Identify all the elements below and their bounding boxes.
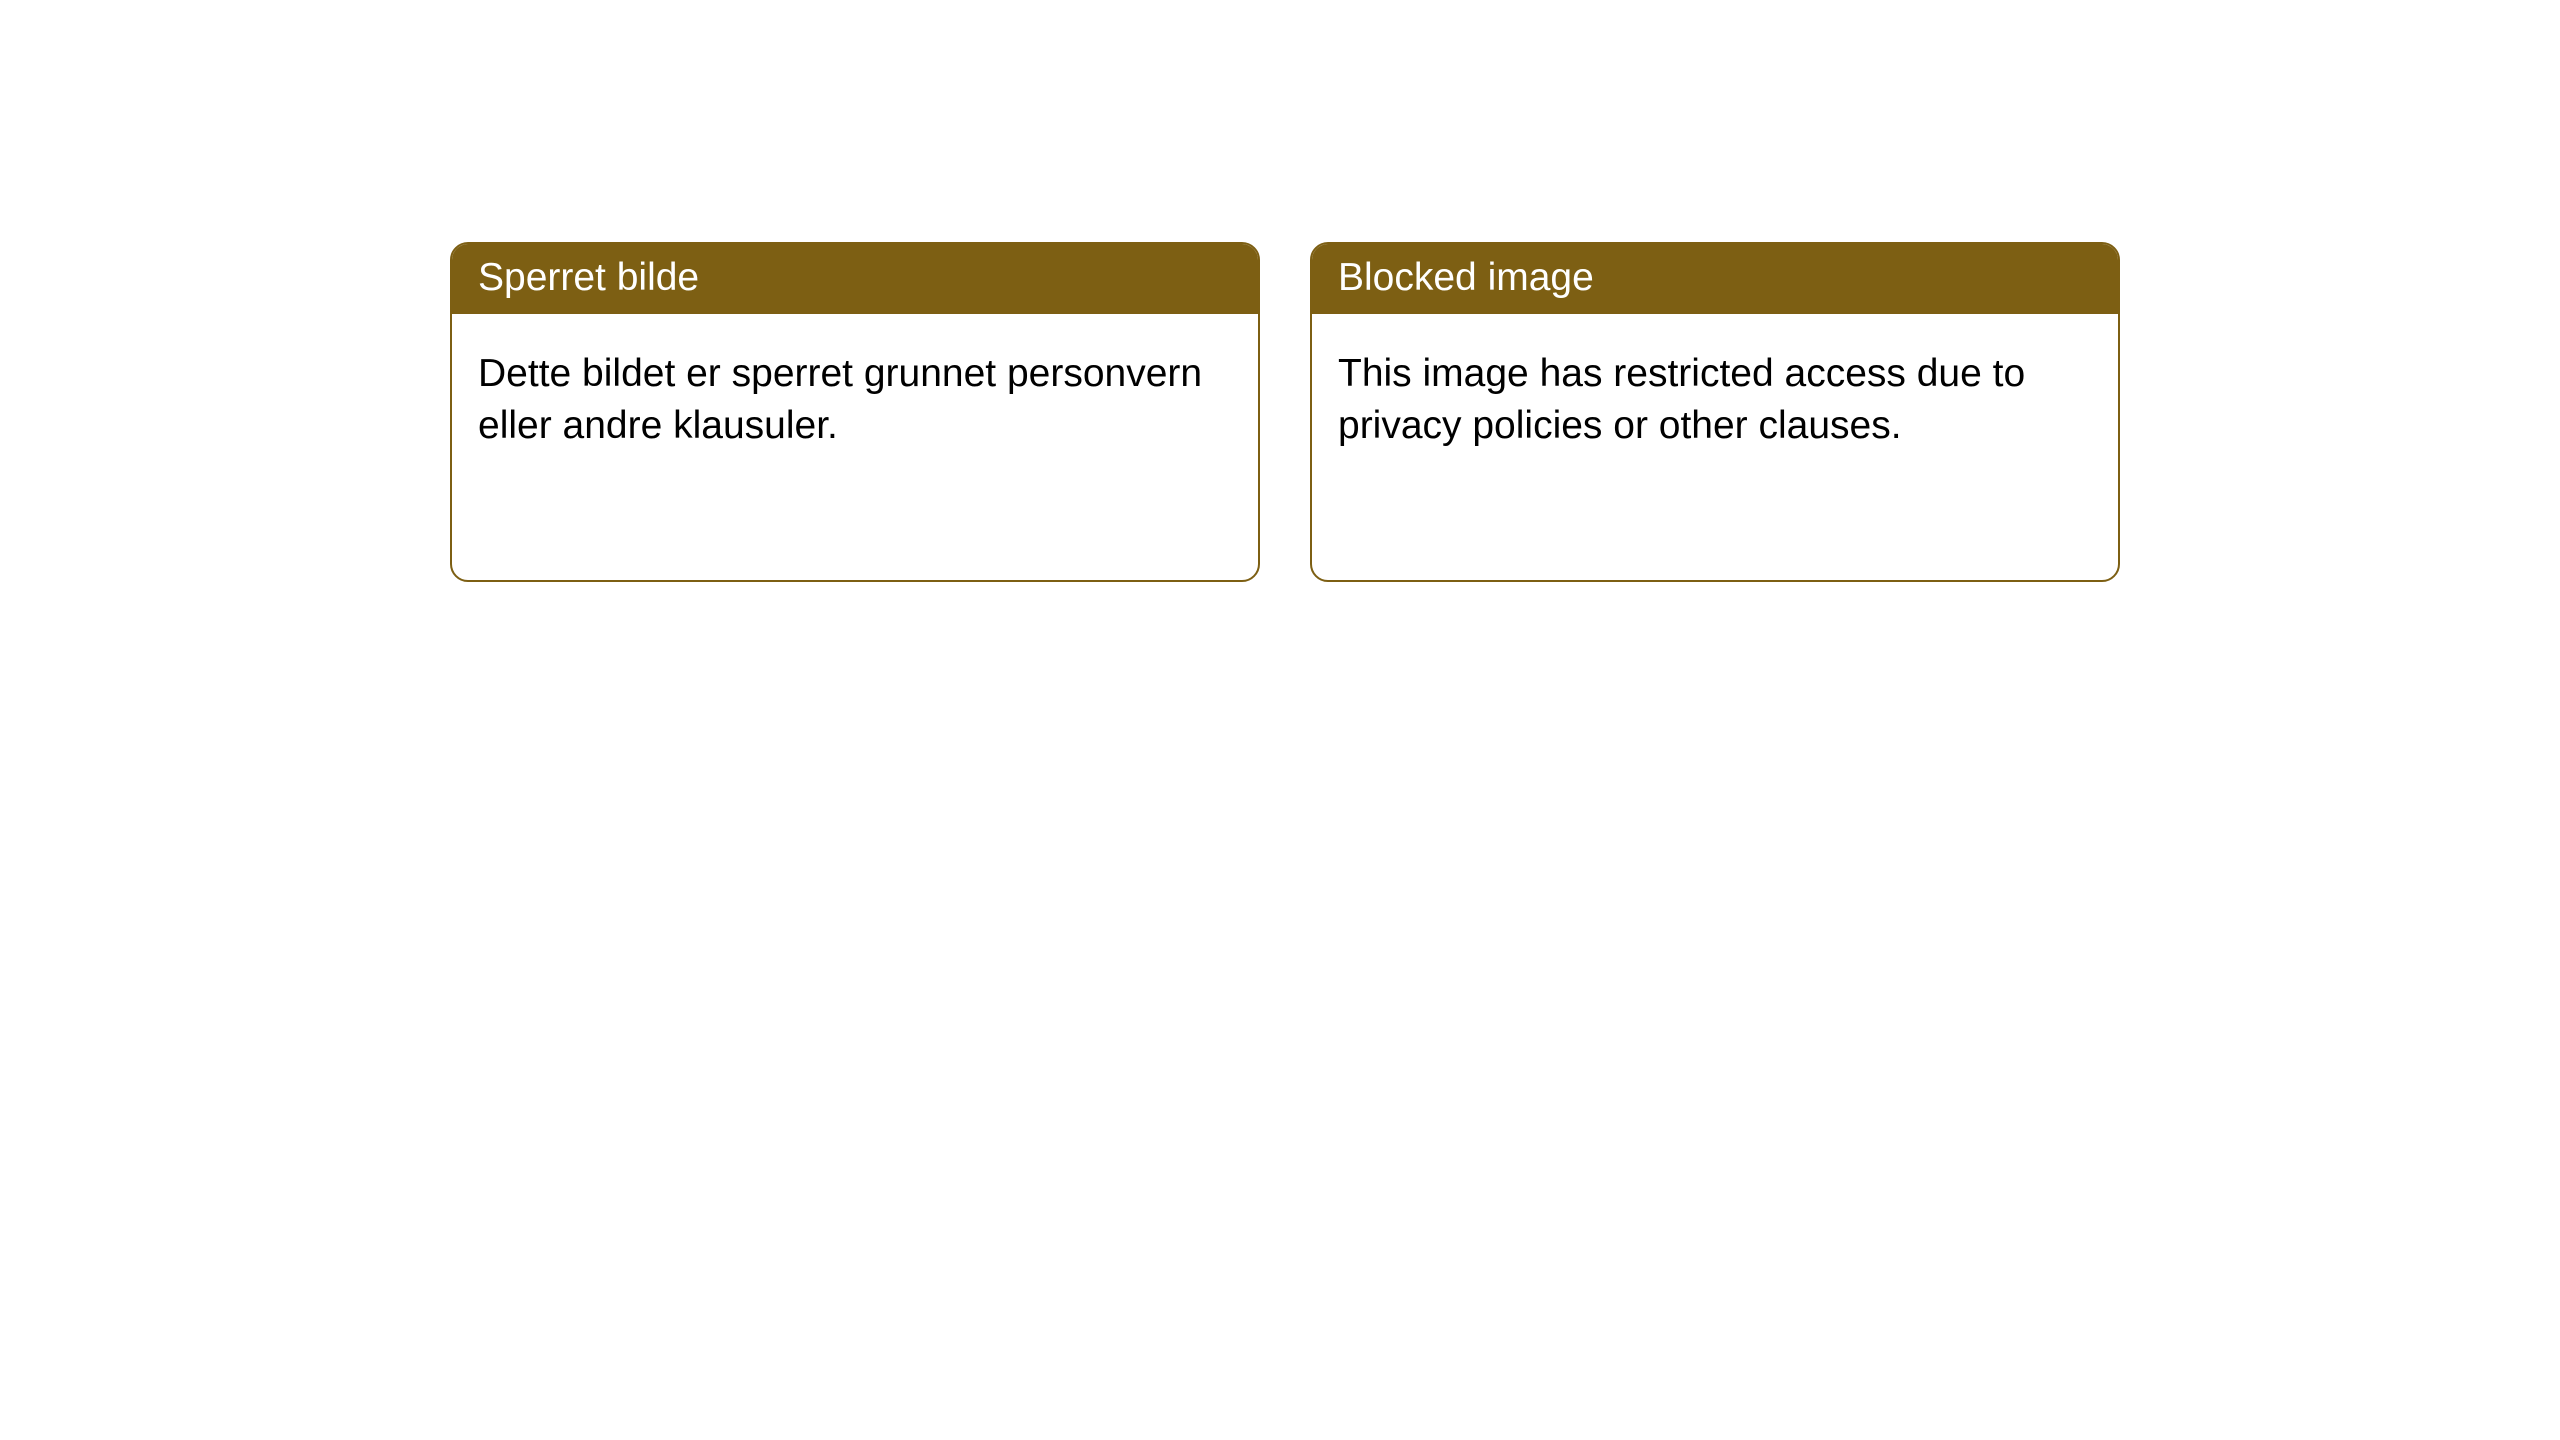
notice-card-title: Sperret bilde xyxy=(452,244,1258,314)
notice-card-body: This image has restricted access due to … xyxy=(1312,314,2118,487)
notice-card-body: Dette bildet er sperret grunnet personve… xyxy=(452,314,1258,487)
notice-card-english: Blocked image This image has restricted … xyxy=(1310,242,2120,582)
notice-cards-container: Sperret bilde Dette bildet er sperret gr… xyxy=(0,0,2560,582)
notice-card-norwegian: Sperret bilde Dette bildet er sperret gr… xyxy=(450,242,1260,582)
notice-card-title: Blocked image xyxy=(1312,244,2118,314)
